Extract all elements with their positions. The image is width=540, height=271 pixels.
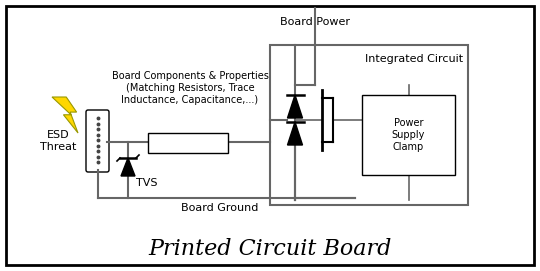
Polygon shape: [121, 158, 135, 176]
Bar: [362, 95, 455, 175]
FancyBboxPatch shape: [86, 110, 109, 172]
Text: Board Ground: Board Ground: [181, 203, 259, 213]
Text: Board Components & Properties
(Matching Resistors, Trace
Inductance, Capacitance: Board Components & Properties (Matching …: [112, 71, 268, 105]
Text: ESD
Threat: ESD Threat: [40, 130, 76, 152]
Text: TVS: TVS: [136, 178, 158, 188]
Text: Power
Supply
Clamp: Power Supply Clamp: [392, 118, 425, 151]
Polygon shape: [52, 97, 78, 133]
Polygon shape: [287, 95, 302, 118]
Text: Board Power: Board Power: [280, 17, 350, 27]
Text: Printed Circuit Board: Printed Circuit Board: [148, 238, 392, 260]
Bar: [270, 45, 468, 205]
Text: Integrated Circuit: Integrated Circuit: [365, 54, 463, 64]
Bar: [148, 133, 228, 153]
Polygon shape: [287, 122, 302, 145]
